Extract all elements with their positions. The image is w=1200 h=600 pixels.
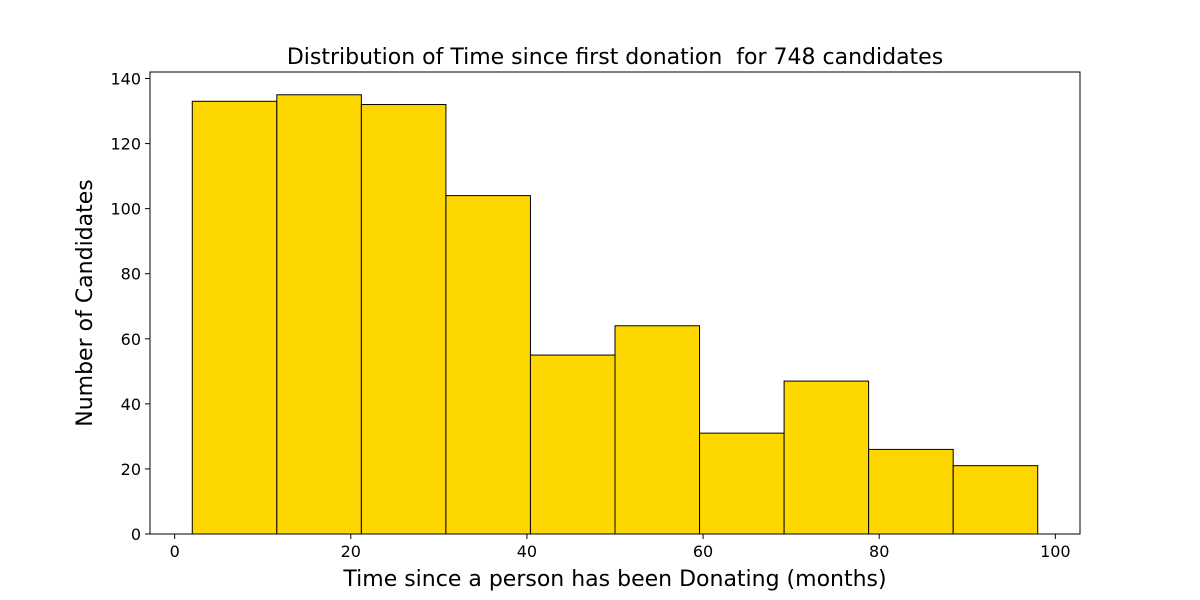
x-tick-label: 100 [1040,542,1071,561]
histogram-bar [783,380,870,535]
y-tick-label: 40 [121,395,141,414]
histogram-bar [952,465,1039,535]
histogram-bar [191,100,278,535]
x-tick-label: 0 [170,542,180,561]
histogram-bar [445,195,531,535]
y-tick-label: 140 [110,70,141,89]
x-tick-label: 60 [693,542,713,561]
y-tick-label: 80 [121,265,141,284]
x-axis-title: Time since a person has been Donating (m… [342,567,886,592]
histogram-bar [276,94,362,535]
y-tick-label: 100 [110,200,141,219]
histogram-bar [529,354,616,535]
chart-title: Distribution of Time since first donatio… [287,45,943,70]
y-tick-label: 60 [121,330,141,349]
x-tick-label: 40 [517,542,537,561]
histogram-bar [614,325,701,535]
y-axis-ticks: 0 20 40 60 80 100 120 140 [110,70,150,544]
histogram-bar [699,432,785,535]
histogram-bar [360,104,447,535]
histogram-bar [868,448,954,535]
y-tick-label: 120 [110,135,141,154]
y-tick-label: 0 [131,525,141,544]
plot-frame [149,71,1081,535]
bars-group [191,94,1039,535]
y-tick-label: 20 [121,460,141,479]
x-tick-label: 80 [869,542,889,561]
x-axis-ticks: 0 20 40 60 80 100 [170,534,1071,561]
y-axis-title: Number of Candidates [73,179,98,427]
x-tick-label: 20 [341,542,361,561]
